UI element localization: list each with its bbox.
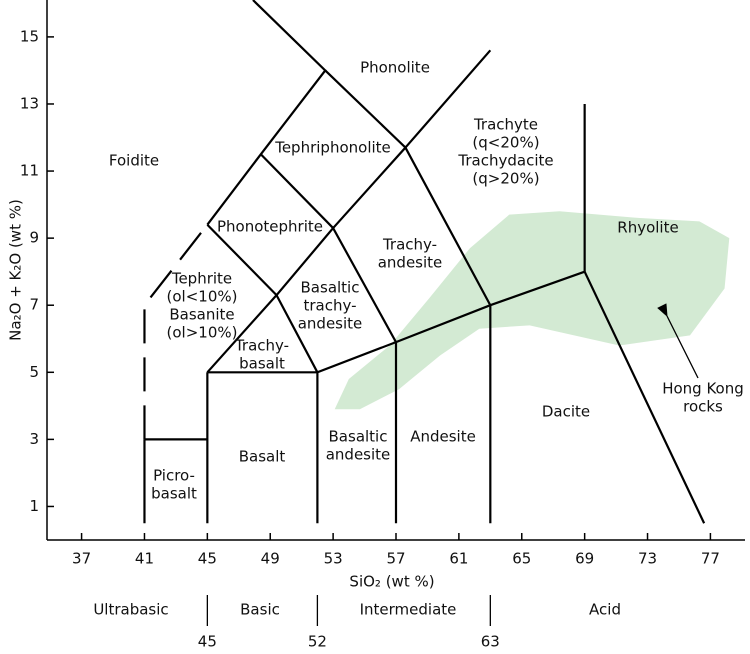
field-label: Basanite [169,306,234,324]
field-label: Phonolite [360,59,430,77]
field-boundary [143,224,209,440]
y-tick-label: 13 [20,94,39,112]
field-label: (q<20%) [472,134,539,152]
field-label: basalt [239,355,285,373]
class-boundary-label: 52 [308,633,327,651]
x-tick-label: 57 [386,550,405,568]
field-label: Trachy- [382,236,437,254]
field-label: andesite [326,446,391,464]
x-tick-label: 41 [135,550,154,568]
field-label: Andesite [410,428,476,446]
y-tick-label: 11 [20,162,39,180]
field-label: (q>20%) [472,170,539,188]
field-label: Tephriphonolite [274,139,391,157]
field-label: (ol<10%) [167,288,238,306]
field-label: Basaltic [329,428,388,446]
y-tick-label: 5 [29,363,39,381]
class-label: Ultrabasic [93,601,168,619]
y-tick-label: 15 [20,27,39,45]
x-tick-label: 49 [261,550,280,568]
x-tick-label: 37 [72,550,91,568]
x-tick-label: 73 [638,550,657,568]
y-tick-label: 9 [29,229,39,247]
field-boundary [206,0,327,226]
region-arrow [657,303,699,379]
region-area [334,211,730,410]
field-label: basalt [151,485,197,503]
field-label: andesite [298,315,363,333]
class-label: Acid [589,601,621,619]
y-tick-label: 1 [29,497,39,515]
y-tick-label: 3 [29,430,39,448]
field-label: Picro- [153,467,195,485]
field-label: Dacite [542,403,590,421]
field-boundary [583,271,706,524]
x-tick-label: 45 [198,550,217,568]
x-tick-label: 69 [575,550,594,568]
field-label: Trachyte [473,116,538,134]
x-tick-label: 77 [701,550,720,568]
field-label: Trachy- [234,337,289,355]
field-label: Basaltic [301,279,360,297]
field-label: Trachydacite [457,152,553,170]
field-label: andesite [378,254,443,272]
field-label: trachy- [303,297,356,315]
field-boundary [324,49,492,150]
field-label: Phonotephrite [217,218,323,236]
class-boundary-label: 63 [481,633,500,651]
x-tick-label: 61 [449,550,468,568]
field-boundary [206,223,278,296]
x-tick-label: 53 [324,550,343,568]
y-tick-label: 7 [29,296,39,314]
field-label: Tephrite [171,270,232,288]
region-label: Hong Kong [662,380,744,398]
region-label: rocks [683,398,723,416]
field-label: Rhyolite [617,219,678,237]
x-axis-label: SiO₂ (wt %) [349,573,434,591]
field-boundary [260,153,334,229]
field-label: Foidite [109,152,159,170]
x-tick-label: 65 [512,550,531,568]
class-label: Basic [240,601,280,619]
field-label: (ol>10%) [167,324,238,342]
y-axis-label: Na₂O + K₂O (wt %) [7,199,25,341]
class-label: Intermediate [360,601,457,619]
class-boundary-label: 45 [198,633,217,651]
field-label: Basalt [239,448,286,466]
